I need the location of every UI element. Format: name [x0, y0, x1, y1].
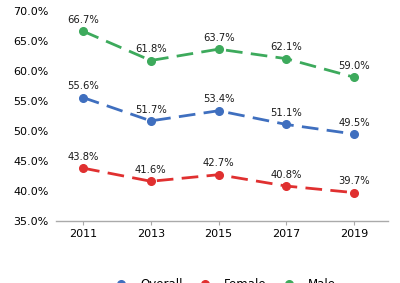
Text: 53.4%: 53.4%	[203, 95, 234, 104]
Text: 39.7%: 39.7%	[338, 176, 370, 186]
Text: 40.8%: 40.8%	[271, 170, 302, 180]
Text: 49.5%: 49.5%	[338, 118, 370, 128]
Text: 63.7%: 63.7%	[203, 33, 234, 43]
Text: 62.1%: 62.1%	[270, 42, 302, 52]
Text: 55.6%: 55.6%	[67, 81, 99, 91]
Text: 51.7%: 51.7%	[135, 104, 167, 115]
Text: 43.8%: 43.8%	[68, 152, 99, 162]
Text: 59.0%: 59.0%	[338, 61, 370, 71]
Text: 42.7%: 42.7%	[203, 158, 234, 168]
Text: 41.6%: 41.6%	[135, 165, 167, 175]
Text: 51.1%: 51.1%	[270, 108, 302, 118]
Text: 66.7%: 66.7%	[67, 15, 99, 25]
Legend: Overall, Female, Male: Overall, Female, Male	[104, 273, 340, 283]
Text: 61.8%: 61.8%	[135, 44, 167, 54]
